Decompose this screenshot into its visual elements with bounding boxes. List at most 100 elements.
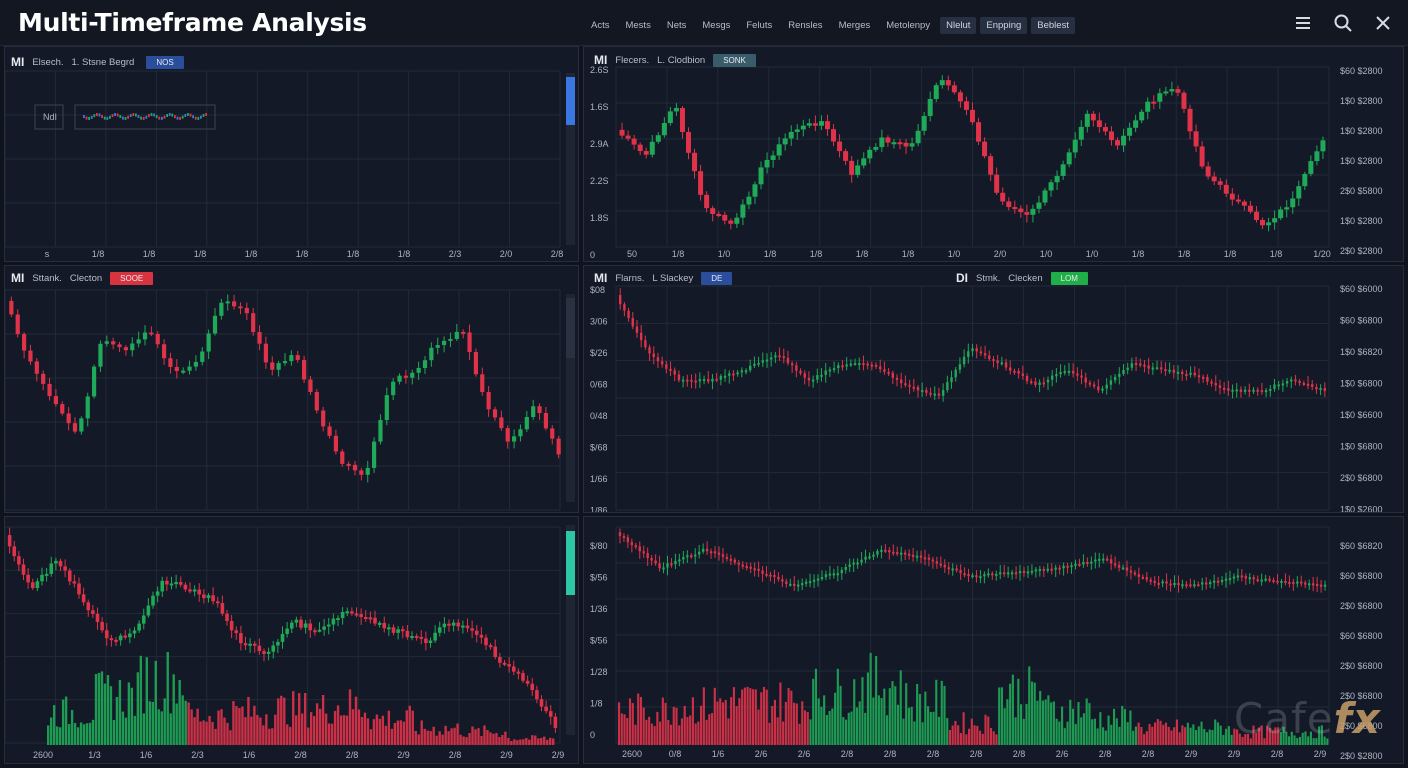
- candle-body: [992, 359, 995, 362]
- candle-body: [1042, 190, 1048, 203]
- volume-bar: [702, 687, 705, 745]
- chart-panel-1[interactable]: NdI s 1/8 1/8 1/8 1/8 1/8 1/8 1/8 2/3 2/0 2/8 MI E…: [4, 46, 579, 262]
- volume-bar: [1282, 726, 1285, 745]
- candle-body: [1319, 584, 1323, 587]
- candle-body: [419, 636, 424, 639]
- axis-tick-label: 2/6: [1056, 749, 1069, 759]
- candle-body: [682, 557, 685, 560]
- tab-metolenpy[interactable]: Metolenpy: [886, 20, 931, 31]
- volume-bar: [927, 706, 930, 745]
- candle-body: [86, 602, 91, 611]
- volume-bar: [1312, 738, 1315, 745]
- candle-body: [824, 121, 830, 130]
- menu-icon[interactable]: [1292, 12, 1314, 34]
- candle-body: [1314, 151, 1320, 162]
- chart-panel-3[interactable]: MI Sttank. Clecton SOOE: [4, 265, 579, 513]
- volume-bar: [471, 726, 474, 745]
- tab-feluts[interactable]: Feluts: [746, 20, 773, 31]
- candle-body: [790, 363, 794, 366]
- legend-swatch-bar: [140, 116, 142, 120]
- tab-nlelut[interactable]: Nlelut: [940, 17, 977, 34]
- volume-bar: [163, 698, 166, 745]
- axis-tick-label: 2/8: [927, 749, 940, 759]
- volume-bar: [1175, 719, 1178, 745]
- chart-panel-6[interactable]: $/80 $/56 1/36 $/56 1/28 1/8 0 $60 $6820 $60 $6…: [583, 516, 1404, 764]
- candle-body: [988, 355, 991, 360]
- tab-beblest[interactable]: Beblest: [1031, 17, 1075, 34]
- axis-tick-label: 2$0 $2800: [1340, 246, 1383, 256]
- volume-bar: [1140, 726, 1143, 745]
- timeframe-label: MI: [11, 271, 25, 285]
- scrollbar[interactable]: [566, 525, 575, 735]
- volume-bar: [1041, 700, 1044, 745]
- candle-body: [1216, 580, 1220, 583]
- legend-swatch-bar: [176, 116, 179, 120]
- volume-bar: [751, 689, 755, 745]
- candle-body: [915, 555, 919, 558]
- candle-body: [40, 574, 44, 582]
- axis-tick-label: 1/8: [1270, 249, 1283, 259]
- candle-body: [634, 545, 638, 548]
- candle-body: [63, 566, 67, 571]
- axis-tick-label: 2/6: [755, 749, 768, 759]
- candle-body: [820, 577, 824, 580]
- candle-body: [346, 463, 351, 466]
- volume-bar: [324, 713, 328, 745]
- scroll-thumb[interactable]: [566, 77, 575, 125]
- volume-bar: [127, 682, 131, 745]
- timeframe-label: MI: [594, 271, 608, 285]
- scrollbar[interactable]: [566, 73, 575, 245]
- chart-panel-2[interactable]: 2.6S 1.6S 2.9A 2.2S 1.8S 0 $60 $2800 1$0 $2800…: [583, 46, 1404, 262]
- candle-body: [1147, 365, 1150, 369]
- candle-body: [1235, 389, 1238, 392]
- panel-badge-2[interactable]: LOM: [1050, 271, 1088, 285]
- tab-rensles[interactable]: Rensles: [788, 20, 823, 31]
- volume-bar: [369, 729, 373, 745]
- tab-merges[interactable]: Merges: [838, 20, 871, 31]
- tab-acts[interactable]: Acts: [591, 20, 610, 31]
- volume-bar: [354, 696, 358, 745]
- candle-body: [900, 379, 903, 384]
- candle-body: [539, 699, 544, 707]
- candle-body: [729, 558, 733, 561]
- scroll-thumb[interactable]: [566, 531, 575, 595]
- tab-enpping[interactable]: Enpping: [980, 17, 1028, 34]
- axis-tick-label: 2/8: [1013, 749, 1026, 759]
- volume-bar: [1159, 720, 1162, 745]
- tab-mesgs[interactable]: Mesgs: [702, 20, 731, 31]
- legend-swatch-bar: [148, 114, 150, 118]
- tab-mests[interactable]: Mests: [625, 20, 651, 31]
- candle-body: [132, 630, 137, 634]
- volume-bar: [689, 715, 692, 745]
- candle-body: [662, 567, 665, 570]
- candle-body: [1272, 580, 1275, 583]
- candle-body: [9, 300, 14, 315]
- candle-body: [876, 551, 879, 555]
- candle-body: [943, 564, 946, 568]
- axis-tick-label: 2/8: [1142, 749, 1155, 759]
- panel-badge[interactable]: NOS: [146, 55, 184, 69]
- candle-body: [656, 357, 660, 362]
- candle-body: [976, 122, 982, 142]
- chart-panel-5[interactable]: 2600 1/3 1/6 2/3 1/6 2/8 2/8 2/9 2/8 2/9 2/9: [4, 516, 579, 764]
- axis-tick-label: 1/6: [140, 750, 153, 760]
- panel-badge[interactable]: DE: [701, 271, 733, 285]
- panel-badge[interactable]: SONK: [713, 53, 756, 67]
- close-icon[interactable]: [1372, 12, 1394, 34]
- volume-bar: [513, 739, 516, 745]
- candle-body: [492, 409, 498, 418]
- panel-badge[interactable]: SOOE: [110, 271, 154, 285]
- legend-swatch-bar: [158, 116, 161, 120]
- volume-bar: [872, 697, 875, 745]
- tab-nets[interactable]: Nets: [666, 20, 687, 31]
- search-icon[interactable]: [1332, 12, 1354, 34]
- candle-body: [927, 98, 933, 116]
- candle-body: [91, 610, 95, 614]
- scrollbar[interactable]: [566, 294, 575, 502]
- volume-bar: [226, 722, 229, 745]
- scroll-thumb[interactable]: [566, 298, 575, 358]
- candle-body: [937, 393, 941, 396]
- chart-panel-4[interactable]: $08 3/06 $/26 0/68 0/48 $/68 1/66 1/86 $60 $600…: [583, 265, 1404, 513]
- volume-bar: [543, 736, 546, 745]
- volume-bar: [916, 684, 919, 745]
